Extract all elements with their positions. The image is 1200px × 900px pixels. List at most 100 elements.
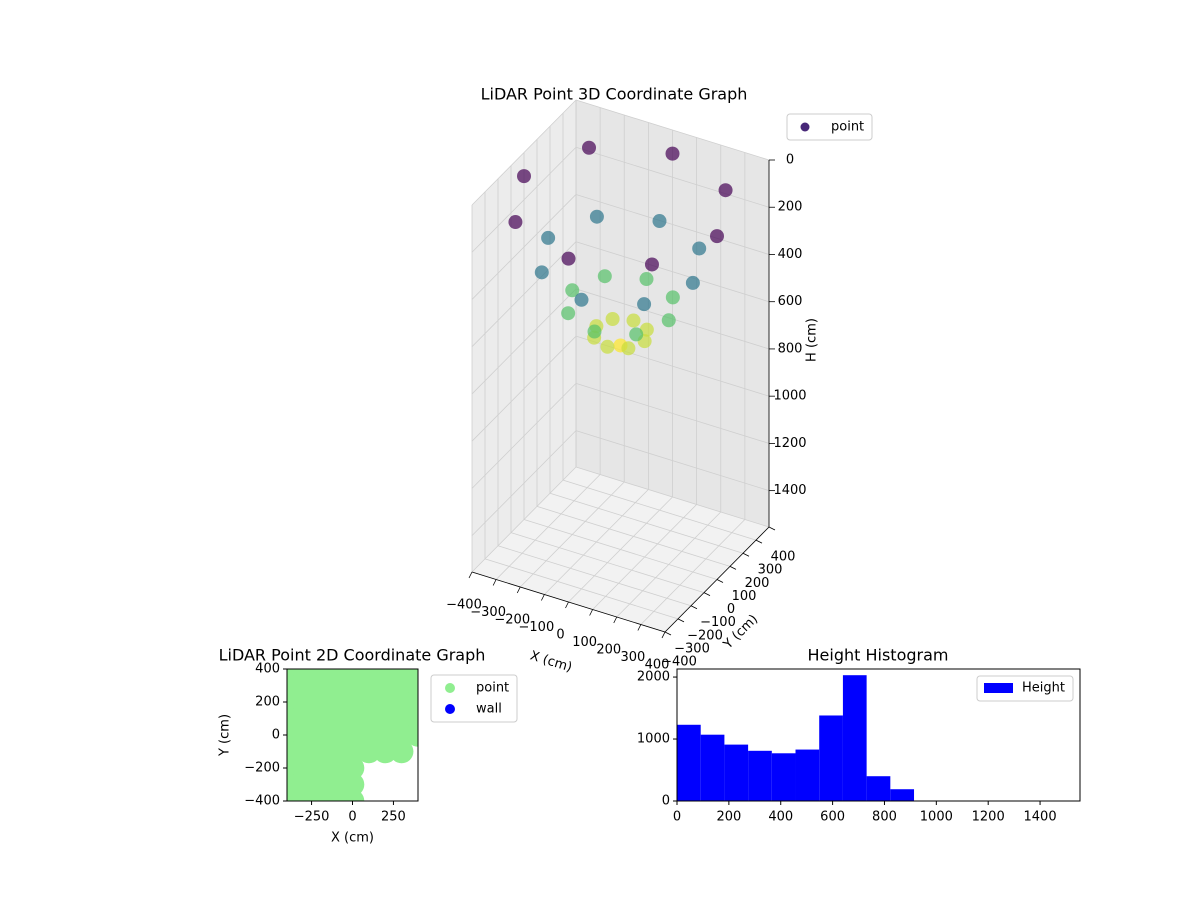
legend-box <box>976 675 1074 702</box>
legend-marker <box>445 683 455 693</box>
grid-line <box>575 383 770 444</box>
x-tick-label: 300 <box>620 650 645 665</box>
x-tick-label: 800 <box>872 810 897 825</box>
tick-mark <box>755 539 763 544</box>
y-tick-label: −200 <box>687 628 723 643</box>
point <box>589 209 604 224</box>
point <box>340 723 365 747</box>
point <box>291 723 316 747</box>
tick-mark <box>703 592 711 596</box>
z-tick-label: 1400 <box>773 483 806 498</box>
bar <box>842 675 867 801</box>
z-tick-label: 1200 <box>773 436 806 451</box>
bar <box>748 750 772 801</box>
x-tick-label: 100 <box>572 635 597 650</box>
bar <box>890 789 915 801</box>
z-tick-label: 0 <box>786 153 794 168</box>
point <box>582 140 597 155</box>
y-tick-label: 0 <box>727 602 735 617</box>
point <box>307 706 332 731</box>
point <box>621 341 636 356</box>
grid-line <box>575 146 770 208</box>
point <box>406 723 418 747</box>
point <box>324 739 348 764</box>
y-tick-label: 400 <box>771 550 796 565</box>
tick-mark <box>661 631 666 639</box>
point <box>291 756 316 780</box>
plot-frame <box>676 668 1081 802</box>
y-tick-label: 0 <box>662 794 670 809</box>
point <box>685 275 700 290</box>
chart-title: Height Histogram <box>808 646 949 665</box>
point <box>307 739 332 764</box>
z-axis-label: H (cm) <box>805 318 820 362</box>
point <box>389 706 414 731</box>
grid-line <box>471 241 577 347</box>
point <box>307 723 332 747</box>
point <box>626 313 641 328</box>
point <box>340 772 365 797</box>
legend-label: point <box>831 120 864 135</box>
x-tick-label: −200 <box>494 613 530 628</box>
x-tick-label: 200 <box>596 643 621 658</box>
point <box>307 772 332 797</box>
y-tick-label: 100 <box>732 589 757 604</box>
tick-mark <box>729 566 737 570</box>
point <box>541 230 556 245</box>
point <box>324 756 348 780</box>
grid-line <box>523 519 718 580</box>
tick-mark <box>742 552 750 557</box>
point <box>597 269 612 284</box>
y-tick-label: −400 <box>661 655 697 670</box>
tick-mark <box>690 605 698 610</box>
y-axis-label: Y (cm) <box>218 714 233 757</box>
axes-3d: −400−300−200−100 0 100 200 300 400−400−300−20… <box>446 99 873 676</box>
grid-line <box>471 99 577 206</box>
x-tick-label: 0 <box>673 810 681 825</box>
x-tick-label: 400 <box>768 810 793 825</box>
point <box>639 272 654 287</box>
point <box>639 322 654 337</box>
x-tick-label: 400 <box>645 658 670 673</box>
z-tick-label: 1000 <box>773 389 806 404</box>
point <box>389 723 414 747</box>
point <box>652 214 667 229</box>
y-tick-label: 2000 <box>637 670 670 685</box>
x-axis-label: X (cm) <box>331 831 374 846</box>
z-tick-label: 400 <box>778 247 803 262</box>
point <box>605 312 620 327</box>
point <box>357 739 381 764</box>
legend-label: Height <box>1022 681 1065 696</box>
y-tick-label: 200 <box>255 695 280 710</box>
y-tick-label: 400 <box>255 662 280 677</box>
point <box>340 673 365 698</box>
point <box>561 251 576 266</box>
legend-marker <box>445 704 455 714</box>
point <box>357 723 381 747</box>
point <box>710 229 724 244</box>
grid-line <box>484 558 679 620</box>
tick-mark <box>468 571 473 579</box>
bar <box>700 734 725 801</box>
grid-line <box>497 545 692 607</box>
y-tick-label: −300 <box>674 641 710 656</box>
point <box>324 673 348 698</box>
point <box>340 739 365 764</box>
tick-mark <box>565 601 569 609</box>
point <box>629 327 644 342</box>
point <box>307 673 332 698</box>
grid-line <box>575 466 770 528</box>
point <box>357 706 381 731</box>
x-axis-label: X (cm) <box>528 649 574 676</box>
grid-line <box>471 146 577 253</box>
grid-line <box>471 430 577 536</box>
y-tick-label: −200 <box>244 761 280 776</box>
bar <box>795 749 820 801</box>
point <box>307 690 332 714</box>
x-tick-label: 600 <box>820 810 845 825</box>
x-tick-label: 250 <box>381 810 406 825</box>
z-tick-label: 200 <box>778 200 803 215</box>
point <box>534 265 549 280</box>
point <box>291 706 316 731</box>
